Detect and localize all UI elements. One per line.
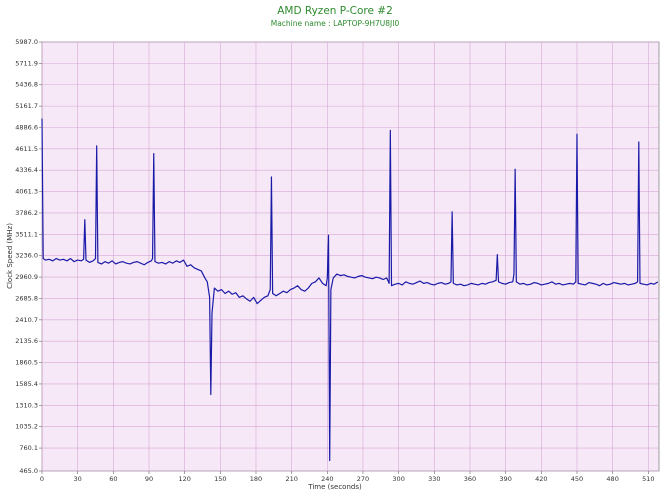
plot-area: [41, 41, 660, 472]
chart-title: AMD Ryzen P-Core #2: [277, 5, 393, 17]
y-tick-label: 1310.3: [15, 401, 38, 409]
chart-subtitle: Machine name : LAPTOP-9H7U8JI0: [271, 19, 400, 28]
y-tick-label: 1585.4: [15, 380, 38, 388]
y-tick-label: 5711.9: [15, 59, 38, 67]
y-tick-label: 2685.8: [15, 294, 38, 302]
y-tick-label: 1035.2: [15, 423, 38, 431]
y-tick-label: 3511.1: [15, 230, 38, 238]
y-tick-label: 5436.8: [15, 81, 38, 89]
y-tick-label: 3786.2: [15, 209, 38, 217]
x-tick-label: 450: [571, 475, 583, 483]
x-tick-label: 420: [535, 475, 547, 483]
x-tick-label: 270: [357, 475, 369, 483]
y-tick-label: 1860.5: [15, 359, 38, 367]
y-tick-label: 2135.6: [15, 337, 38, 345]
y-tick-label: 2410.7: [15, 316, 38, 324]
x-tick-label: 510: [642, 475, 654, 483]
data-line: [41, 118, 659, 462]
x-tick-label: 480: [606, 475, 618, 483]
x-tick-label: 150: [214, 475, 226, 483]
y-tick-label: 760.1: [19, 444, 38, 452]
x-tick-label: 210: [285, 475, 297, 483]
y-tick-label: 3236.0: [15, 252, 38, 260]
x-tick-label: 360: [464, 475, 476, 483]
y-tick-label: 5987.0: [15, 38, 38, 46]
y-axis-label: Clock Speed (MHz): [6, 223, 14, 289]
x-tick-label: 0: [40, 475, 44, 483]
x-tick-label: 90: [145, 475, 153, 483]
x-axis-label: Time (seconds): [307, 483, 362, 491]
y-tick-label: 2960.9: [15, 273, 38, 281]
x-tick-label: 240: [321, 475, 333, 483]
y-tick-label: 4061.3: [15, 188, 38, 196]
x-tick-label: 60: [109, 475, 117, 483]
x-tick-label: 330: [428, 475, 440, 483]
x-tick-label: 30: [74, 475, 82, 483]
y-tick-label: 4611.5: [15, 145, 38, 153]
y-tick-label: 465.0: [19, 467, 38, 475]
x-tick-label: 120: [178, 475, 190, 483]
x-tick-label: 390: [499, 475, 511, 483]
y-tick-label: 4336.4: [15, 166, 38, 174]
y-tick-label: 5161.7: [15, 102, 38, 110]
x-tick-label: 300: [392, 475, 404, 483]
y-tick-label: 4886.6: [15, 123, 38, 131]
x-tick-label: 180: [250, 475, 262, 483]
